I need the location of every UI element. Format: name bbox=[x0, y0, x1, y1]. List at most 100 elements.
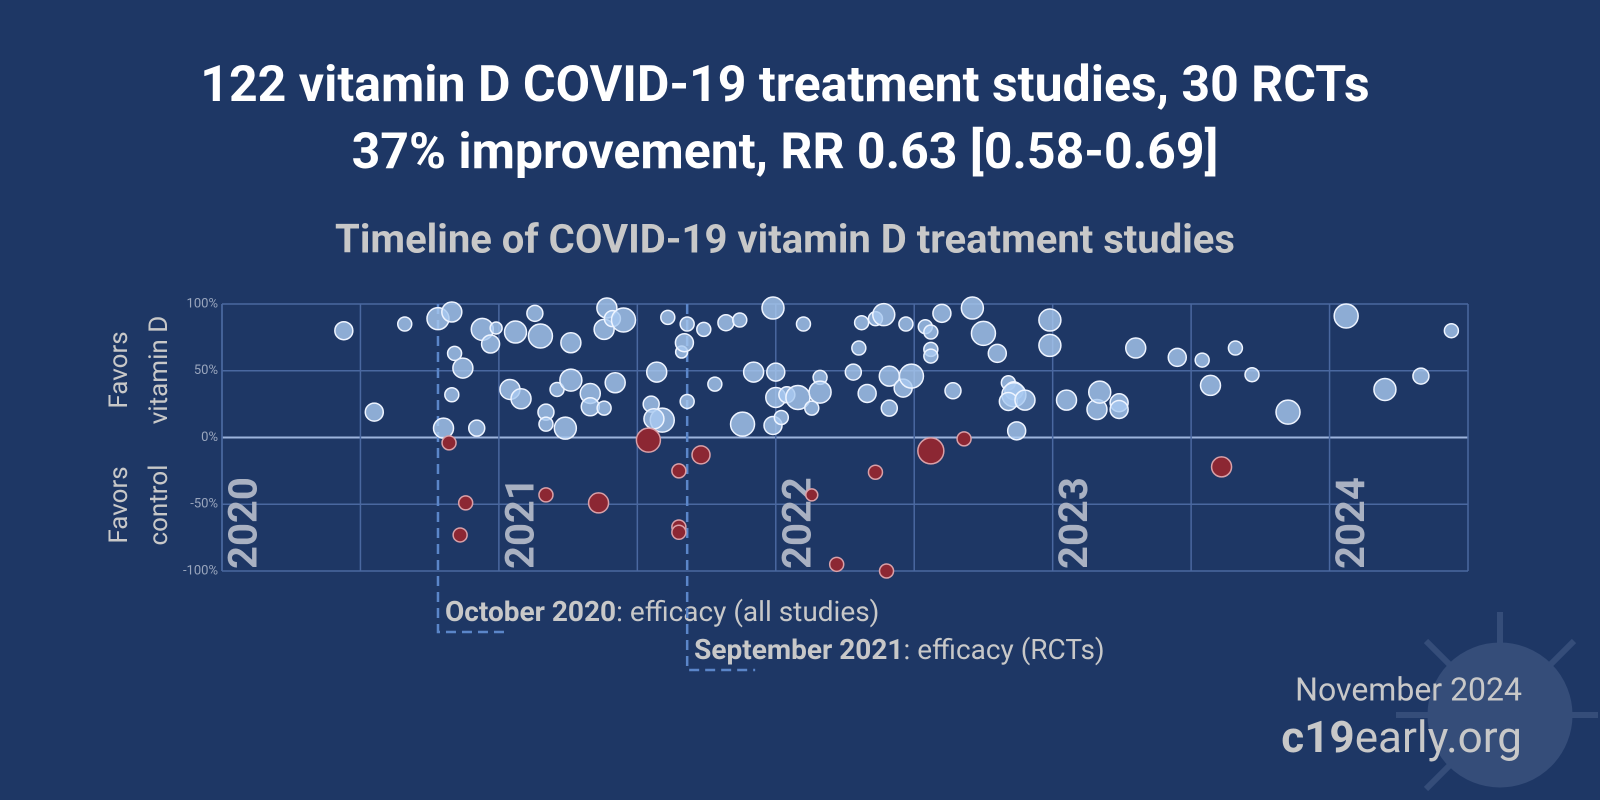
plot: 100%50%0%-50%-100%2020 2021 2022 2023 2024Oc… bbox=[183, 296, 1469, 672]
annotation-line bbox=[436, 304, 506, 634]
study-point bbox=[679, 316, 695, 332]
study-point bbox=[773, 409, 790, 426]
study-point bbox=[1124, 337, 1147, 359]
y-label: Favors bbox=[104, 331, 134, 408]
study-point bbox=[917, 437, 945, 465]
study-point bbox=[1333, 303, 1359, 329]
study-point bbox=[732, 312, 748, 328]
study-point bbox=[761, 296, 785, 320]
y-tick-label: 100% bbox=[187, 296, 218, 311]
study-point bbox=[805, 488, 819, 502]
study-point bbox=[857, 383, 877, 404]
study-point bbox=[446, 345, 463, 362]
y-tick-label: -50% bbox=[190, 497, 218, 512]
study-point bbox=[467, 419, 486, 437]
annotation-line bbox=[685, 304, 756, 672]
study-point bbox=[804, 400, 820, 416]
annotation-text: : efficacy (RCTs) bbox=[903, 633, 1104, 666]
x-tick-label: 2024 bbox=[1327, 477, 1374, 569]
annotation-bold: September 2021 bbox=[694, 633, 903, 666]
study-point bbox=[970, 320, 997, 347]
y-tick-label: 0% bbox=[201, 430, 218, 445]
annotation-text: : efficacy (all studies) bbox=[616, 595, 879, 628]
study-point bbox=[527, 323, 554, 349]
study-point bbox=[1014, 389, 1036, 411]
x-tick-label: 2020 bbox=[220, 477, 267, 569]
study-point bbox=[503, 320, 528, 344]
study-point bbox=[674, 332, 695, 353]
study-point bbox=[452, 527, 468, 543]
study-point bbox=[671, 463, 687, 479]
study-point bbox=[1373, 377, 1397, 402]
study-point bbox=[1443, 322, 1460, 339]
study-point bbox=[923, 324, 939, 340]
study-point bbox=[1055, 389, 1078, 411]
study-point bbox=[944, 382, 962, 400]
study-point bbox=[452, 357, 474, 379]
study-point bbox=[660, 309, 676, 326]
study-point bbox=[898, 316, 914, 332]
study-point bbox=[610, 307, 637, 333]
study-point bbox=[671, 524, 687, 541]
title-line: 37% improvement, RR 0.63 [0.58-0.69] bbox=[352, 123, 1219, 181]
study-point bbox=[795, 316, 812, 332]
study-point bbox=[489, 321, 503, 335]
study-point bbox=[1006, 421, 1027, 441]
study-point bbox=[559, 368, 583, 392]
annotation: October 2020: efficacy (all studies) bbox=[445, 595, 879, 628]
study-point bbox=[643, 408, 665, 430]
x-tick-label: 2023 bbox=[1050, 477, 1097, 569]
study-point bbox=[1038, 308, 1062, 332]
study-point bbox=[334, 320, 354, 341]
y-tick-label: 50% bbox=[194, 363, 218, 378]
study-point bbox=[553, 416, 578, 440]
study-point bbox=[872, 302, 896, 327]
study-point bbox=[510, 388, 532, 410]
study-point bbox=[742, 361, 765, 383]
study-point bbox=[1199, 374, 1222, 397]
study-point bbox=[432, 417, 455, 439]
study-point bbox=[1194, 352, 1210, 368]
study-point bbox=[853, 314, 870, 331]
study-point bbox=[441, 435, 457, 451]
study-point bbox=[766, 362, 786, 382]
study-point bbox=[880, 399, 899, 417]
study-point bbox=[444, 387, 460, 403]
study-point bbox=[808, 380, 832, 404]
study-point bbox=[696, 321, 712, 338]
study-point bbox=[987, 343, 1008, 364]
study-point bbox=[480, 334, 501, 354]
site-part: c19 bbox=[1281, 711, 1354, 763]
study-point bbox=[441, 301, 463, 323]
study-point bbox=[364, 402, 385, 422]
study-point bbox=[596, 400, 612, 416]
subtitle: Timeline of COVID-19 vitamin D treatment… bbox=[335, 216, 1235, 263]
study-point bbox=[587, 492, 610, 514]
annotation: September 2021: efficacy (RCTs) bbox=[694, 633, 1105, 666]
y-label: vitamin D bbox=[144, 316, 174, 425]
title-line: 122 vitamin D COVID-19 treatment studies… bbox=[200, 56, 1369, 114]
study-point bbox=[396, 316, 413, 332]
study-point bbox=[635, 427, 662, 453]
study-point bbox=[538, 487, 554, 503]
study-point bbox=[457, 495, 474, 511]
study-point bbox=[1227, 340, 1244, 356]
study-point bbox=[604, 372, 626, 394]
study-point bbox=[1167, 347, 1188, 368]
study-point bbox=[645, 361, 668, 383]
study-point bbox=[560, 331, 582, 354]
study-point bbox=[729, 411, 756, 437]
x-tick-label: 2021 bbox=[496, 477, 543, 569]
y-label: Favors bbox=[104, 466, 134, 543]
study-point bbox=[717, 313, 735, 332]
study-point bbox=[898, 363, 925, 389]
study-point bbox=[1210, 456, 1233, 478]
study-point bbox=[1109, 399, 1129, 420]
study-point bbox=[867, 464, 884, 480]
study-point bbox=[828, 556, 845, 573]
study-point bbox=[691, 445, 711, 465]
site: c19early.org bbox=[1281, 711, 1522, 763]
annotation-bold: October 2020 bbox=[445, 595, 616, 628]
y-tick-label: -100% bbox=[183, 563, 218, 578]
